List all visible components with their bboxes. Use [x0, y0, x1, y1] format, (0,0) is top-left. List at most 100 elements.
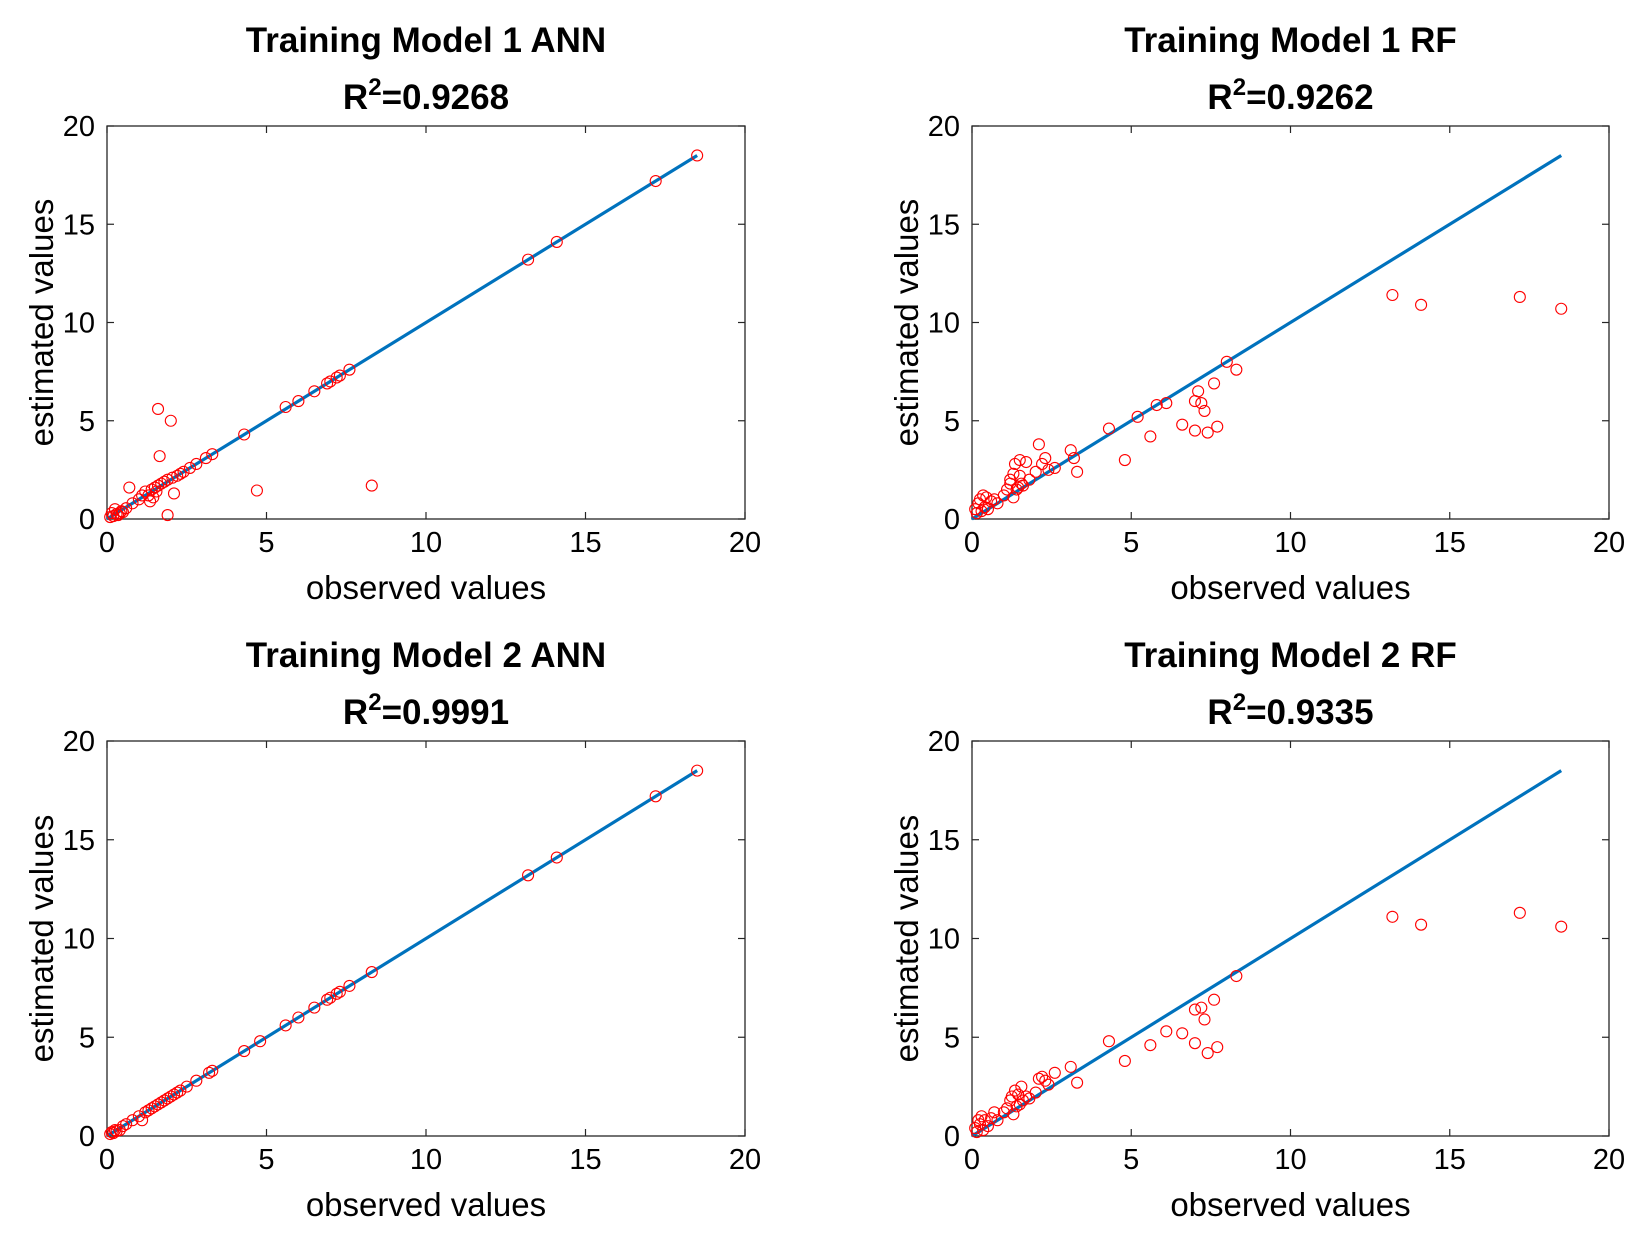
- chart-4-xtick-label: 5: [1123, 1144, 1139, 1176]
- chart-4-x-axis-label: observed values: [1170, 1186, 1410, 1223]
- chart-1-x-axis-label: observed values: [306, 569, 546, 606]
- chart-2-data-point: [1555, 302, 1568, 315]
- chart-2-data-point: [975, 505, 988, 518]
- chart-3-data-point: [120, 1118, 133, 1131]
- chart-2-data-point: [1042, 463, 1055, 476]
- chart-4-data-point: [1230, 969, 1243, 983]
- chart-4-data-point: [1039, 1074, 1052, 1087]
- chart-4-data-point: [1029, 1086, 1042, 1099]
- chart-4-data-point: [1064, 1060, 1077, 1073]
- chart-2-data-point: [1230, 363, 1243, 376]
- chart-2-data-point: [1386, 288, 1399, 302]
- chart-4-data-point: [1016, 1094, 1030, 1107]
- chart-4-data-point: [1118, 1054, 1131, 1067]
- chart-4-data-point: [1188, 1037, 1201, 1050]
- chart-2-data-point: [1192, 385, 1205, 398]
- chart-4-data-point: [1005, 1090, 1018, 1103]
- chart-3-data-point: [292, 1011, 305, 1024]
- chart-3-data-point: [180, 1080, 193, 1093]
- chart-1-xtick-label: 0: [99, 527, 115, 559]
- chart-4-xtick-label: 15: [1434, 1144, 1466, 1176]
- chart-1-data-point: [151, 402, 165, 416]
- chart-3-data-point: [105, 1126, 118, 1139]
- panel-training-model-2-rf: Training Model 2 RF R2=0.9335 0 5 10 15 20 0 5 10…: [888, 636, 1625, 1223]
- chart-4-y-axis-label: estimated values: [888, 815, 925, 1063]
- chart-2-ytick-label: 5: [944, 406, 960, 438]
- chart-2-data-point: [1102, 422, 1116, 435]
- chart-1-xtick-label: 5: [258, 527, 274, 559]
- chart-3-data-point: [206, 1064, 219, 1077]
- chart-3-ytick-label: 5: [79, 1022, 95, 1054]
- chart-3-data-point: [107, 1126, 120, 1140]
- chart-4-data-point: [1211, 1041, 1224, 1054]
- chart-2-data-point: [1023, 473, 1036, 486]
- chart-3-data-point: [164, 1090, 177, 1103]
- chart-3-ytick-label: 10: [63, 924, 95, 956]
- chart-2-data-point: [1220, 355, 1233, 368]
- chart-2-data-point: [991, 497, 1004, 510]
- chart-2-data-point: [1160, 397, 1173, 410]
- chart-2-xtick-label: 10: [1274, 527, 1306, 559]
- chart-4-title: Training Model 2 RF: [1124, 636, 1457, 675]
- chart-4-data-point: [1415, 918, 1428, 931]
- chart-4-data-point: [1071, 1076, 1084, 1089]
- chart-3-title: Training Model 2 ANN: [246, 636, 606, 675]
- chart-1-data-point: [171, 469, 184, 482]
- chart-1-xtick-label: 20: [729, 527, 761, 559]
- chart-1-data-point: [279, 400, 292, 414]
- chart-4-data-point: [1188, 1003, 1201, 1016]
- chart-4-data-point: [981, 1120, 994, 1133]
- chart-1-data-point: [308, 385, 321, 398]
- chart-3-data-point: [167, 1088, 181, 1101]
- chart-1-data-point: [330, 371, 343, 384]
- chart-2-data-point: [1064, 444, 1077, 457]
- chart-3-data-point: [161, 1092, 174, 1105]
- chart-2-ytick-label: 10: [928, 308, 960, 340]
- chart-1-ytick-label: 10: [63, 308, 95, 340]
- chart-4-data-point: [1048, 1066, 1061, 1079]
- chart-1-data-point: [164, 414, 177, 427]
- chart-4-r2-exponent: 2: [1233, 689, 1246, 716]
- chart-1-data-point: [158, 475, 171, 488]
- chart-4-ytick-label: 20: [928, 726, 960, 758]
- chart-2-xtick-label: 0: [964, 527, 980, 559]
- chart-3-data-point: [308, 1001, 321, 1014]
- chart-2-fit-line: [971, 154, 1563, 521]
- chart-2-data-point: [1032, 438, 1045, 451]
- chart-4-data-point: [1555, 920, 1568, 933]
- chart-1-data-point: [324, 375, 337, 388]
- chart-2-data-point: [1007, 491, 1020, 504]
- chart-2-data-point: [1198, 404, 1211, 417]
- chart-4-data-point: [970, 1126, 983, 1139]
- chart-2-xtick-label: 20: [1593, 527, 1625, 559]
- chart-3-ytick-label: 15: [63, 825, 95, 857]
- chart-3-data-point: [116, 1120, 129, 1133]
- chart-3-data-point: [649, 790, 662, 803]
- chart-4-data-point: [1032, 1072, 1045, 1085]
- chart-2-data-point: [1201, 426, 1214, 439]
- chart-2-data-point: [1020, 455, 1033, 469]
- chart-2-r2-value: =0.9262: [1246, 78, 1374, 117]
- chart-1-data-point: [206, 448, 219, 461]
- chart-1-r2-symbol: R: [343, 78, 368, 117]
- chart-4-r2-symbol: R: [1207, 693, 1232, 732]
- chart-3-xtick-label: 0: [99, 1144, 115, 1176]
- chart-2-data-point: [985, 495, 998, 508]
- chart-4-data-point: [985, 1112, 998, 1125]
- chart-4-data-point: [1513, 906, 1526, 919]
- chart-3-r2-value: =0.9991: [382, 693, 510, 732]
- chart-1-xtick-label: 15: [569, 527, 601, 559]
- chart-1-r2-value: =0.9268: [382, 78, 510, 117]
- chart-2-data-point: [1029, 465, 1042, 478]
- chart-2-r2-exponent: 2: [1233, 74, 1246, 101]
- chart-1-data-point: [123, 481, 136, 494]
- chart-3-r2-annotation: R2=0.9991: [343, 689, 509, 732]
- chart-1-data-point: [155, 477, 168, 490]
- chart-1-r2-annotation: R2=0.9268: [343, 74, 509, 117]
- chart-2-data-point: [1513, 290, 1526, 304]
- chart-4-data-point: [978, 1114, 991, 1127]
- chart-1-data-point: [190, 457, 203, 471]
- chart-4-data-point: [1208, 993, 1221, 1006]
- chart-2-data-point: [981, 503, 994, 516]
